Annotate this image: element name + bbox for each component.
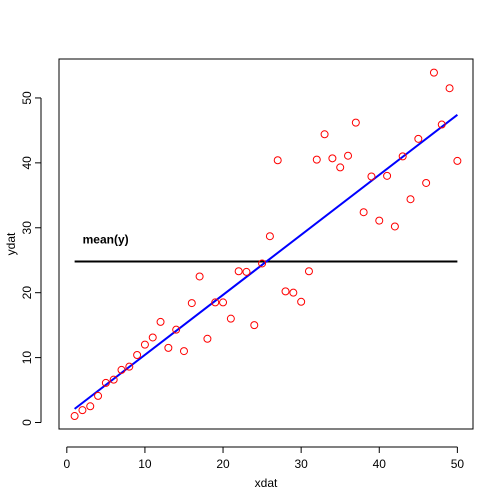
plot-area: mean(y) [70,68,462,421]
data-point [117,365,126,374]
y-tick-label: 0 [20,419,34,426]
data-point [422,178,431,187]
y-axis: 0 10 20 30 40 50 [20,91,42,426]
data-point [312,155,321,164]
x-tick-label: 50 [451,457,465,471]
data-point [367,172,376,181]
data-point [258,259,267,268]
data-point [273,156,282,165]
data-point [226,314,235,323]
data-point [219,298,228,307]
data-point [414,134,423,143]
data-point [195,272,204,281]
data-point [453,156,462,165]
data-point [344,151,353,160]
data-point [234,267,243,276]
data-point [398,152,407,161]
data-point [281,287,290,296]
data-point [187,299,196,308]
data-point [211,298,220,307]
data-point [297,297,306,306]
data-point [328,154,337,163]
data-point [242,267,251,276]
data-point [383,171,392,180]
y-tick-label: 50 [20,91,34,105]
data-point [156,317,165,326]
data-point [101,378,110,387]
x-tick-label: 0 [63,457,70,471]
mean-label: mean(y) [83,233,129,247]
data-point [109,375,118,384]
data-point [406,195,415,204]
data-point [203,334,212,343]
data-point [70,412,79,421]
x-tick-label: 20 [216,457,230,471]
data-point [86,402,95,411]
x-axis-label: xdat [255,476,278,490]
x-tick-label: 40 [373,457,387,471]
data-point [164,343,173,352]
data-point [351,118,360,127]
data-point [140,340,149,349]
data-point [133,351,142,359]
data-point [125,362,134,371]
data-point [336,163,345,172]
data-point [445,84,454,93]
data-point [265,232,274,241]
data-point [172,325,181,334]
data-point [148,333,157,342]
data-point [289,288,298,297]
y-tick-label: 10 [20,351,34,365]
data-point [375,216,384,225]
data-point [359,208,368,217]
data-point [94,391,103,400]
y-axis-label: ydat [4,232,18,255]
x-tick-label: 30 [294,457,308,471]
data-point [437,120,446,129]
y-tick-label: 30 [20,221,34,235]
x-axis: 0 10 20 30 40 50 [63,446,465,471]
data-point [390,222,399,231]
y-tick-label: 40 [20,156,34,170]
data-point [304,267,313,276]
data-point [320,130,329,139]
data-point [429,68,438,77]
regression-line [74,114,458,410]
data-point [250,321,259,330]
data-point [179,347,188,356]
x-tick-label: 10 [138,457,152,471]
data-point [78,406,87,415]
plot-frame [58,58,474,430]
y-tick-label: 20 [20,286,34,300]
